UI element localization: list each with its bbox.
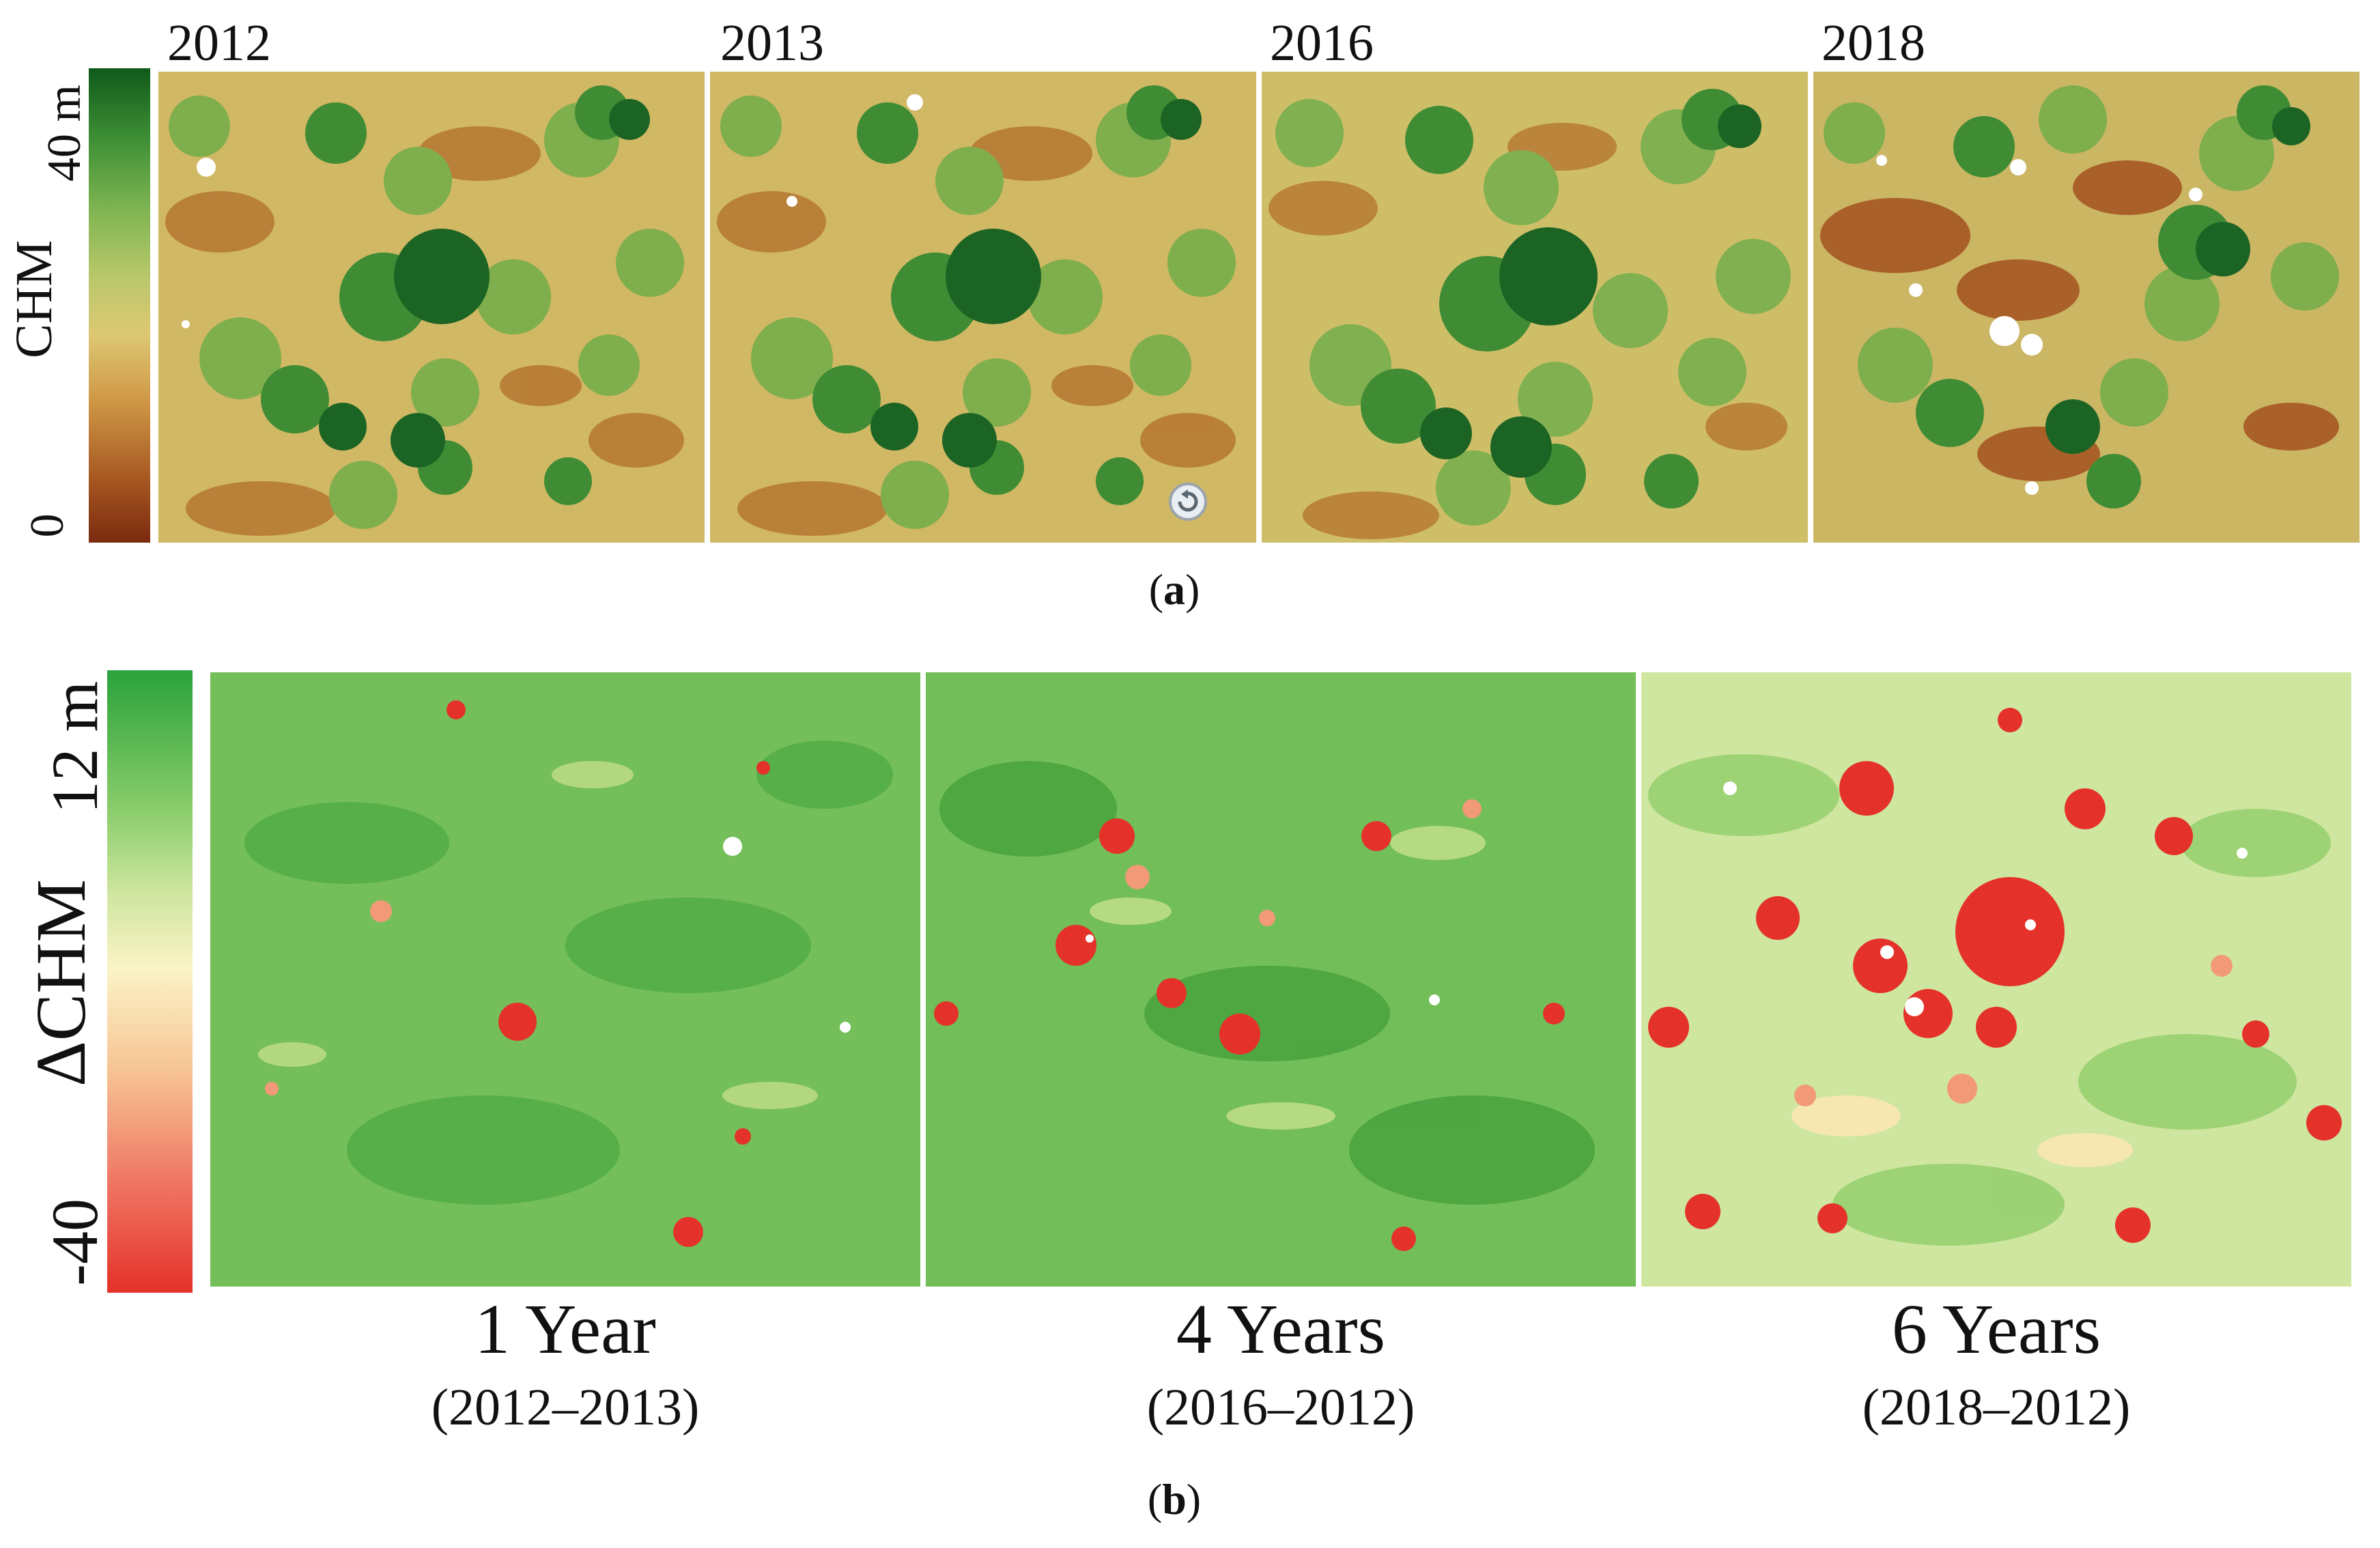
dchm-map-4-years-image	[926, 672, 1636, 1287]
dchm-colorbar-max-label: 12 m	[38, 680, 111, 814]
rotate-icon	[1169, 483, 1207, 521]
panel-a-letter: a	[1163, 565, 1185, 614]
interval-2-range: (2016–2012)	[1146, 1379, 1415, 1436]
chm-map-2016	[1262, 72, 1808, 543]
dchm-map-4-years	[926, 672, 1636, 1287]
dchm-map-1-year	[210, 672, 920, 1287]
interval-1-title: 1 Year	[474, 1290, 656, 1368]
dchm-colorbar-title: ΔCHM	[22, 879, 100, 1087]
chm-map-2018-image	[1813, 72, 2360, 543]
chm-colorbar	[89, 68, 150, 543]
dchm-map-6-years	[1641, 672, 2351, 1287]
chm-map-2016-image	[1262, 72, 1808, 543]
chm-map-2018	[1813, 72, 2360, 543]
panel-b-letter: b	[1162, 1475, 1187, 1523]
chm-map-2012-image	[158, 72, 705, 543]
dchm-map-6-years-image	[1641, 672, 2351, 1287]
chm-colorbar-min-label: 0	[21, 513, 74, 538]
chm-map-2012	[158, 72, 705, 543]
year-label-2013: 2013	[720, 14, 824, 72]
chm-map-2013	[710, 72, 1256, 543]
panel-a-label: (a)	[1148, 565, 1200, 614]
interval-2-title: 4 Years	[1176, 1290, 1386, 1368]
dchm-map-1-year-image	[210, 672, 920, 1287]
chm-map-2013-image	[710, 72, 1256, 543]
interval-1-range: (2012–2013)	[431, 1379, 700, 1436]
interval-3-range: (2018–2012)	[1862, 1379, 2131, 1436]
dchm-colorbar	[107, 670, 193, 1293]
panel-b-label: (b)	[1147, 1475, 1202, 1523]
interval-3-title: 6 Years	[1891, 1290, 2101, 1368]
year-label-2016: 2016	[1270, 14, 1374, 72]
year-label-2018: 2018	[1822, 14, 1925, 72]
chm-colorbar-title: CHM	[5, 240, 63, 358]
dchm-colorbar-min-label: -40	[38, 1199, 111, 1286]
year-label-2012: 2012	[167, 14, 271, 72]
chm-colorbar-max-label: 40 m	[38, 85, 91, 182]
